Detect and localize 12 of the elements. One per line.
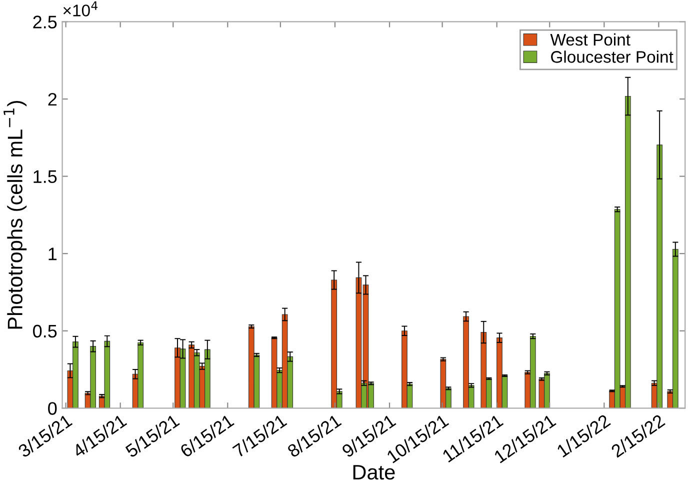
legend-label: Gloucester Point [551,50,674,63]
y-tick-label: 0.5 [33,324,57,338]
y-tick-label: 2.5 [33,16,57,28]
y-tick-label: 1 [48,248,57,260]
bar [624,96,631,408]
y-tick-label: 0 [48,402,57,415]
text: ×10$^{4}$ [63,1,98,16]
y-tick-label: 2 [48,92,57,106]
legend-label: West Point [550,33,630,46]
y-axis-title: Phototrophs (cells mL$^{−1}$) [4,100,27,329]
y-tick-label: 1.5 [34,170,57,184]
x-axis-title: Date [353,465,395,480]
